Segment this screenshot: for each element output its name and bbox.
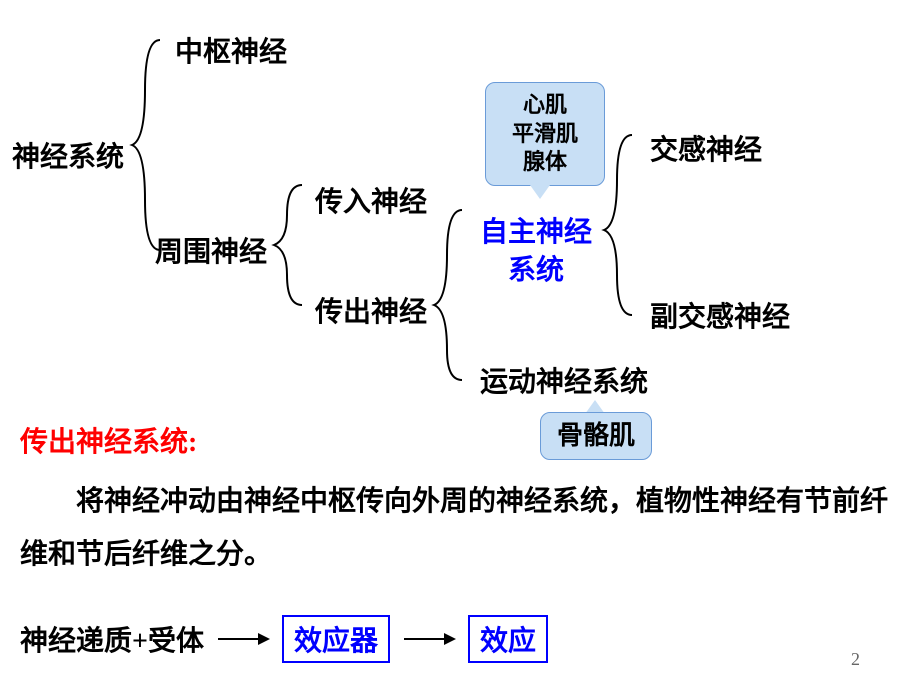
- flow-box-effect: 效应: [468, 615, 548, 663]
- callout-line-2: 平滑肌: [500, 120, 590, 149]
- node-afferent: 传入神经: [315, 180, 427, 220]
- arrow-2: [404, 638, 454, 640]
- node-efferent: 传出神经: [315, 290, 427, 330]
- node-root: 神经系统: [12, 135, 124, 175]
- node-somatic: 运动神经系统: [480, 360, 648, 400]
- brace-root: [130, 35, 170, 255]
- flow-row: 神经递质+受体 效应器 效应: [20, 615, 548, 663]
- node-central: 中枢神经: [175, 30, 287, 70]
- callout-autonomic-tail: [530, 185, 550, 199]
- brace-autonomic: [602, 130, 642, 320]
- callout-autonomic-targets: 心肌 平滑肌 腺体: [485, 82, 605, 186]
- node-autonomic-line2: 系统: [508, 248, 564, 288]
- node-autonomic-line1: 自主神经: [480, 210, 592, 250]
- flow-box-effector: 效应器: [282, 615, 390, 663]
- callout-line-3: 腺体: [500, 148, 590, 177]
- node-sympathetic: 交感神经: [650, 128, 762, 168]
- callout-skeletal: 骨骼肌: [540, 412, 652, 460]
- paragraph-body: 将神经冲动由神经中枢传向外周的神经系统，植物性神经有节前纤维和节后纤维之分。: [20, 475, 890, 581]
- flow-prefix: 神经递质+受体: [20, 619, 204, 659]
- brace-peripheral: [272, 180, 312, 310]
- page-number: 2: [851, 649, 860, 670]
- node-parasympathetic: 副交感神经: [650, 295, 790, 335]
- callout-line-1: 心肌: [500, 91, 590, 120]
- node-peripheral: 周围神经: [155, 230, 267, 270]
- brace-efferent: [432, 205, 472, 385]
- arrow-1: [218, 638, 268, 640]
- section-title: 传出神经系统:: [20, 420, 197, 460]
